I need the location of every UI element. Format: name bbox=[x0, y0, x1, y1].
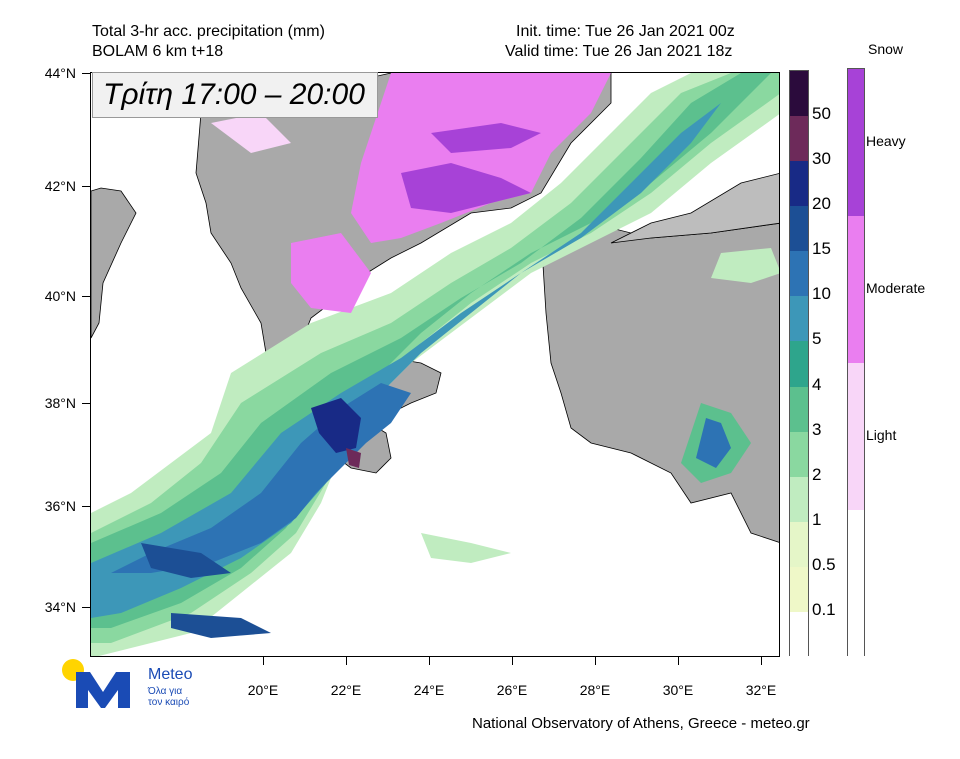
precipitation-map bbox=[90, 72, 780, 657]
precipitation-colorbar-label: 30 bbox=[812, 149, 831, 169]
precipitation-colorbar-segment bbox=[790, 251, 808, 297]
longitude-tick-label: 30°E bbox=[662, 682, 694, 698]
longitude-tick-mark bbox=[429, 657, 430, 665]
longitude-tick-label: 22°E bbox=[330, 682, 362, 698]
precipitation-colorbar-segment bbox=[790, 206, 808, 252]
longitude-tick-label: 24°E bbox=[413, 682, 445, 698]
snow-colorbar-label: Moderate bbox=[866, 279, 926, 296]
snow-colorbar-title: Snow bbox=[868, 41, 904, 57]
meteo-logo: Meteo Όλα για τον καιρό bbox=[58, 658, 206, 712]
snow-colorbar bbox=[847, 68, 865, 658]
precipitation-colorbar-label: 1 bbox=[812, 509, 822, 529]
logo-tagline: Όλα για τον καιρό bbox=[148, 686, 189, 708]
time-period-label: Τρίτη 17:00 – 20:00 bbox=[92, 72, 378, 118]
precipitation-colorbar-label: 50 bbox=[812, 104, 831, 124]
precipitation-colorbar-segment bbox=[790, 386, 808, 433]
chart-title: Total 3-hr acc. precipitation (mm) bbox=[92, 23, 325, 40]
latitude-tick-label: 34°N bbox=[44, 599, 76, 615]
latitude-tick-mark bbox=[82, 73, 90, 74]
longitude-tick-label: 32°E bbox=[745, 682, 777, 698]
meteo-logo-icon bbox=[62, 659, 130, 708]
longitude-tick-label: 20°E bbox=[247, 682, 279, 698]
precipitation-colorbar-label: 4 bbox=[812, 374, 822, 394]
longitude-tick-mark bbox=[678, 657, 679, 665]
latitude-tick-mark bbox=[82, 403, 90, 404]
precipitation-colorbar-label: 20 bbox=[812, 194, 831, 214]
longitude-tick-mark bbox=[595, 657, 596, 665]
snow-colorbar-label: Heavy bbox=[866, 132, 906, 149]
model-label: BOLAM 6 km t+18 bbox=[92, 43, 224, 60]
snow-colorbar-segment bbox=[848, 69, 864, 217]
snow-colorbar-segment bbox=[848, 363, 864, 511]
latitude-tick-label: 44°N bbox=[44, 65, 76, 81]
longitude-tick-mark bbox=[512, 657, 513, 665]
precipitation-colorbar-segment bbox=[790, 431, 808, 478]
precipitation-colorbar bbox=[789, 70, 809, 658]
precipitation-colorbar-segment bbox=[790, 71, 808, 117]
precipitation-colorbar-segment bbox=[790, 296, 808, 342]
longitude-tick-mark bbox=[761, 657, 762, 665]
precipitation-colorbar-label: 5 bbox=[812, 329, 822, 349]
precipitation-colorbar-label: 2 bbox=[812, 464, 822, 484]
longitude-tick-mark bbox=[263, 657, 264, 665]
longitude-tick-mark bbox=[346, 657, 347, 665]
precipitation-colorbar-label: 10 bbox=[812, 284, 831, 304]
logo-name: Meteo bbox=[148, 666, 193, 683]
precipitation-colorbar-label: 15 bbox=[812, 239, 831, 259]
latitude-tick-mark bbox=[82, 506, 90, 507]
logo-tagline-line2: τον καιρό bbox=[148, 697, 190, 708]
precipitation-colorbar-label: 0.1 bbox=[812, 599, 836, 619]
latitude-tick-label: 40°N bbox=[44, 288, 76, 304]
precipitation-colorbar-segment bbox=[790, 611, 808, 658]
precipitation-colorbar-label: 3 bbox=[812, 419, 822, 439]
longitude-tick-label: 26°E bbox=[496, 682, 528, 698]
latitude-tick-label: 42°N bbox=[44, 178, 76, 194]
longitude-tick-label: 28°E bbox=[579, 682, 611, 698]
precipitation-colorbar-label: 0.5 bbox=[812, 554, 836, 574]
snow-colorbar-label: Light bbox=[866, 426, 897, 443]
precipitation-colorbar-segment bbox=[790, 566, 808, 613]
precipitation-colorbar-segment bbox=[790, 476, 808, 523]
latitude-tick-mark bbox=[82, 607, 90, 608]
logo-tagline-line1: Όλα για bbox=[148, 686, 183, 697]
valid-time: Valid time: Tue 26 Jan 2021 18z bbox=[505, 43, 733, 60]
precipitation-colorbar-segment bbox=[790, 521, 808, 568]
snow-colorbar-segment bbox=[848, 216, 864, 364]
snow-colorbar-segment bbox=[848, 510, 864, 658]
latitude-tick-mark bbox=[82, 296, 90, 297]
init-time: Init. time: Tue 26 Jan 2021 00z bbox=[516, 23, 735, 40]
latitude-tick-label: 36°N bbox=[44, 498, 76, 514]
precipitation-colorbar-segment bbox=[790, 161, 808, 207]
precipitation-colorbar-segment bbox=[790, 341, 808, 388]
latitude-tick-label: 38°N bbox=[44, 395, 76, 411]
credit-text: National Observatory of Athens, Greece -… bbox=[472, 715, 810, 732]
latitude-tick-mark bbox=[82, 186, 90, 187]
precipitation-colorbar-segment bbox=[790, 116, 808, 162]
